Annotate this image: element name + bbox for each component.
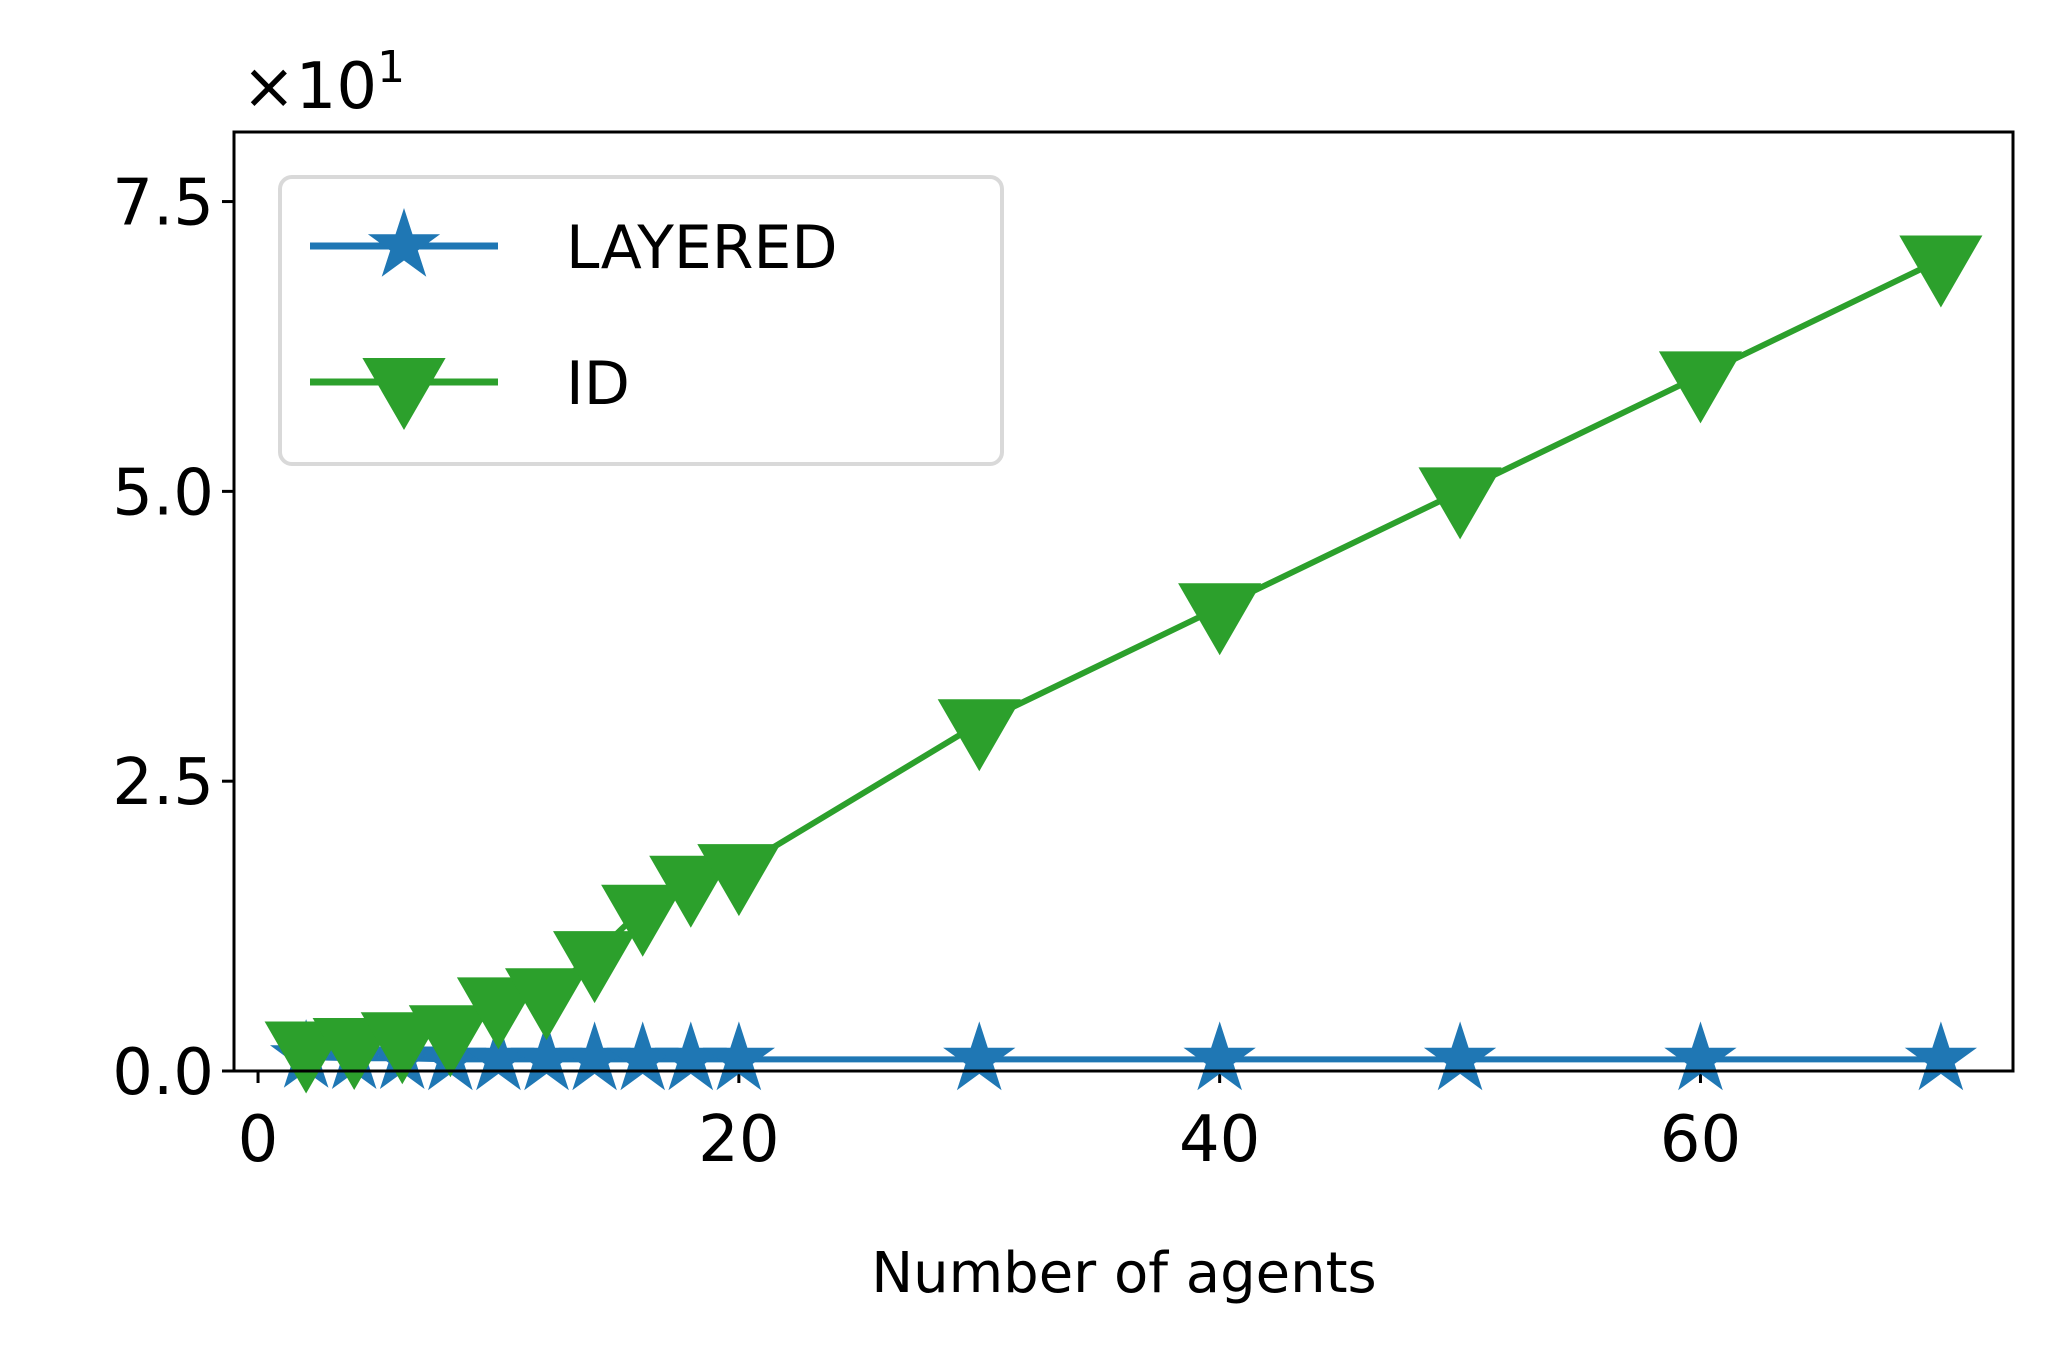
y-multiplier: ×101 [242, 42, 405, 124]
y-multiplier-exponent: 1 [377, 42, 405, 93]
data-point [1183, 1021, 1256, 1091]
data-point [1418, 467, 1502, 540]
tick-layer: 0 20 40 60 0.0 2.5 5.0 7.5 [112, 167, 1741, 1177]
y-multiplier-base: ×10 [242, 50, 377, 124]
x-axis-label: Number of agents [871, 1241, 1376, 1306]
legend-star-marker [367, 208, 441, 277]
data-point [943, 1021, 1016, 1091]
x-tick-label: 0 [238, 1103, 279, 1177]
series-id [264, 235, 1983, 1094]
y-tick-label: 0.0 [112, 1036, 214, 1110]
data-point [1899, 235, 1983, 308]
data-point [510, 1021, 583, 1091]
legend-label-id: ID [566, 349, 630, 419]
y-tick-label: 5.0 [112, 456, 214, 530]
data-point [360, 1012, 444, 1085]
legend-entry-id: ID [310, 349, 630, 430]
series-layer [264, 235, 1983, 1094]
y-tick-label: 2.5 [112, 746, 214, 820]
data-point [697, 844, 781, 917]
plot-frame [232, 130, 2015, 1073]
data-point [1664, 1021, 1737, 1091]
data-point [1904, 1021, 1977, 1091]
x-tick-label: 20 [698, 1103, 779, 1177]
data-point [462, 1021, 535, 1091]
data-point [456, 977, 540, 1050]
legend: LAYERED ID [278, 175, 1004, 466]
y-tick-label: 7.5 [112, 167, 214, 241]
x-tick-label: 40 [1179, 1103, 1260, 1177]
data-point [649, 855, 733, 928]
data-point [558, 1021, 631, 1091]
data-point [601, 884, 685, 957]
data-point [654, 1021, 727, 1091]
data-point [1178, 583, 1262, 656]
data-point [1658, 351, 1742, 424]
legend-entry-layered: LAYERED [310, 208, 838, 283]
legend-triangle-down-marker [362, 358, 446, 430]
data-point [408, 1005, 492, 1078]
data-point [937, 699, 1021, 772]
x-tick-label: 60 [1660, 1103, 1741, 1177]
data-point [702, 1021, 775, 1091]
data-point [606, 1021, 679, 1091]
data-point [1423, 1021, 1497, 1091]
data-point [505, 968, 589, 1041]
data-point [553, 931, 637, 1004]
legend-label-layered: LAYERED [566, 213, 838, 283]
